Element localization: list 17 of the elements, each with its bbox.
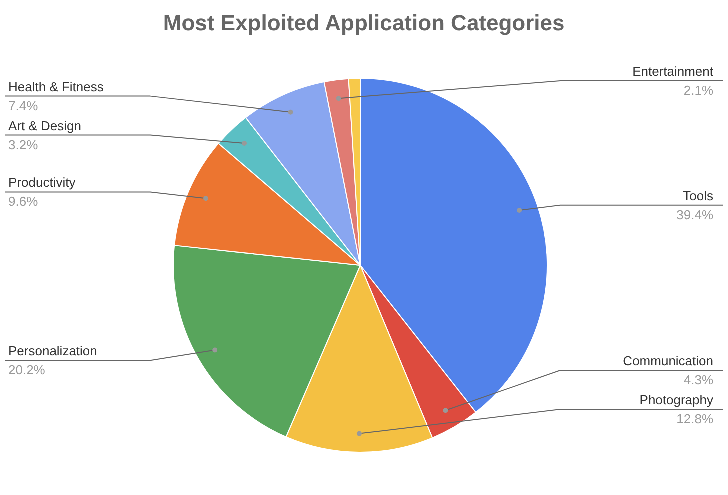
slice-label: Art & Design (8, 118, 82, 134)
data-label: 3.2% (8, 137, 39, 152)
slice-label: Photography (640, 392, 714, 408)
slice-label: Communication (623, 354, 714, 368)
data-label: 12.8% (676, 412, 714, 426)
data-label: 7.4% (8, 98, 39, 114)
slice-label: Tools (683, 188, 714, 204)
data-label: 2.1% (684, 83, 714, 98)
slice-label: Entertainment (632, 64, 714, 80)
slice-label: Productivity (8, 175, 76, 190)
data-label: 4.3% (684, 372, 714, 388)
data-label: 39.4% (676, 207, 714, 222)
slice-label: Health & Fitness (8, 79, 104, 94)
data-label: 20.2% (8, 362, 46, 378)
data-label: 9.6% (8, 194, 39, 210)
chart-title: Most Exploited Application Categories (163, 10, 565, 36)
slice-label: Personalization (8, 344, 98, 359)
